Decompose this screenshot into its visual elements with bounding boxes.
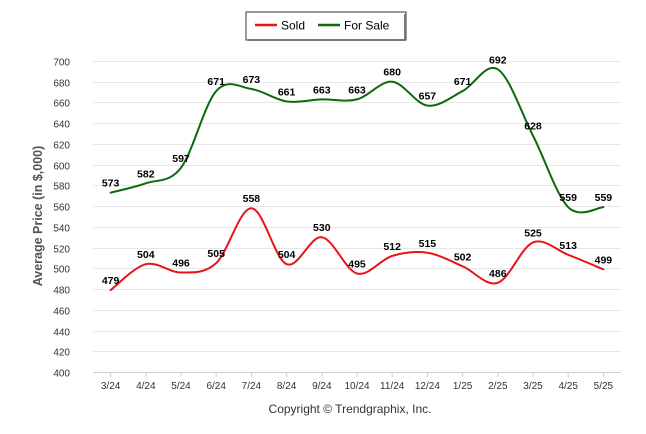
y-tick-label: 680	[53, 79, 70, 90]
x-tick-label: 5/25	[594, 381, 614, 392]
data-label-sold: 525	[524, 227, 542, 239]
y-tick-label: 580	[53, 182, 70, 193]
y-tick-label: 620	[53, 141, 70, 152]
y-tick-label: 700	[53, 58, 70, 69]
data-label-for-sale: 573	[102, 178, 120, 190]
data-label-for-sale: 671	[454, 76, 472, 88]
copyright-footer: Copyright © Trendgraphix, Inc.	[269, 402, 432, 416]
y-axis-label: Average Price (in $,000)	[31, 146, 45, 287]
y-tick-label: 600	[53, 162, 70, 173]
data-label-for-sale: 692	[489, 54, 507, 66]
x-tick-label: 9/24	[312, 381, 332, 392]
data-label-for-sale: 559	[559, 192, 577, 204]
data-label-for-sale: 673	[243, 74, 261, 86]
x-tick-label: 4/24	[136, 381, 156, 392]
y-tick-label: 540	[53, 224, 70, 235]
data-label-for-sale: 559	[595, 192, 613, 204]
data-label-sold: 496	[172, 257, 190, 269]
data-label-for-sale: 657	[419, 91, 437, 103]
y-tick-label: 660	[53, 99, 70, 110]
data-label-for-sale: 663	[348, 84, 366, 96]
data-label-sold: 502	[454, 251, 472, 263]
x-tick-label: 4/25	[558, 381, 578, 392]
grid-lines	[93, 61, 621, 373]
x-tick-label: 7/24	[242, 381, 262, 392]
x-tick-label: 6/24	[206, 381, 226, 392]
data-label-sold: 479	[102, 275, 120, 287]
x-tick-label: 5/24	[171, 381, 191, 392]
data-labels: 479 504 496 505 558 504 530 495 512 515 502 486 525 5…	[102, 54, 612, 287]
series-lines	[109, 66, 605, 292]
y-tick-label: 440	[53, 328, 70, 339]
data-label-for-sale: 661	[278, 86, 296, 98]
data-label-sold: 504	[137, 249, 155, 261]
y-tick-label: 480	[53, 286, 70, 297]
x-tick-label: 12/24	[415, 381, 440, 392]
y-tick-label: 560	[53, 203, 70, 214]
data-label-for-sale: 680	[383, 67, 401, 79]
data-label-sold: 513	[559, 240, 577, 252]
series-line-sold	[109, 207, 605, 292]
data-label-sold: 495	[348, 259, 366, 271]
x-tick-label: 2/25	[488, 381, 508, 392]
x-tick-label: 10/24	[344, 381, 369, 392]
data-label-sold: 486	[489, 268, 507, 280]
y-tick-label: 420	[53, 348, 70, 359]
x-tick-label: 8/24	[277, 381, 297, 392]
data-label-for-sale: 582	[137, 168, 155, 180]
y-tick-label: 500	[53, 265, 70, 276]
legend-label-for-sale: For Sale	[344, 19, 390, 33]
data-label-for-sale: 597	[172, 153, 190, 165]
data-label-sold: 515	[419, 238, 437, 250]
data-label-for-sale: 663	[313, 84, 331, 96]
y-tick-label: 520	[53, 245, 70, 256]
x-tick-label: 3/24	[101, 381, 121, 392]
legend: Sold For Sale	[245, 11, 407, 41]
data-label-sold: 512	[383, 241, 401, 253]
y-tick-label: 400	[53, 369, 70, 380]
y-tick-label: 460	[53, 307, 70, 318]
x-tick-label: 1/25	[453, 381, 473, 392]
data-label-sold: 505	[207, 248, 225, 260]
data-label-sold: 499	[595, 254, 613, 266]
data-label-sold: 530	[313, 222, 331, 234]
data-label-for-sale: 628	[524, 121, 542, 133]
x-axis-ticks: 3/24 4/24 5/24 6/24 7/24 8/24 9/24 10/24 11/24 12…	[101, 372, 614, 392]
y-tick-label: 640	[53, 120, 70, 131]
data-label-for-sale: 671	[207, 76, 225, 88]
legend-label-sold: Sold	[281, 19, 305, 33]
data-label-sold: 558	[243, 193, 261, 205]
y-axis-ticks: 400 420 440 460 480 500 520 540 560 580 600 620 640 6…	[53, 58, 70, 380]
series-line-for-sale	[109, 66, 605, 214]
x-tick-label: 3/25	[523, 381, 543, 392]
x-tick-label: 11/24	[380, 381, 405, 392]
data-label-sold: 504	[278, 249, 296, 261]
